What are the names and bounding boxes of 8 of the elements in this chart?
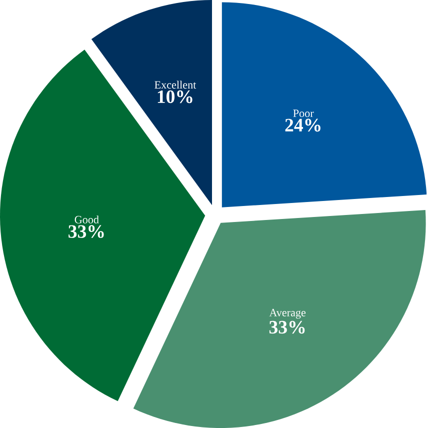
slice-label: Poor (293, 110, 314, 118)
slice-label: Excellent (154, 80, 196, 89)
data-label: 10% (158, 90, 192, 104)
slice-label: Average (269, 308, 306, 319)
slice-label: Good (74, 216, 100, 224)
data-label: 33% (270, 320, 305, 334)
data-label: 24% (285, 118, 321, 132)
data-label: 33% (68, 225, 104, 238)
